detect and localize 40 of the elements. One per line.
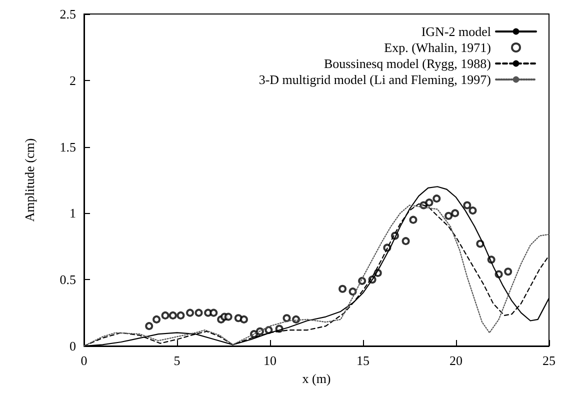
point bbox=[224, 312, 232, 321]
point bbox=[409, 216, 418, 224]
y-axis-title: Amplitude (cm) bbox=[22, 138, 37, 222]
y-tick-label: 0.5 bbox=[60, 272, 76, 288]
x-tick-label: 25 bbox=[542, 353, 556, 368]
x-tick-label: 15 bbox=[356, 353, 370, 368]
point bbox=[194, 308, 203, 317]
x-axis-title: x (m) bbox=[302, 370, 331, 386]
point bbox=[338, 284, 347, 293]
point bbox=[463, 201, 472, 210]
point bbox=[240, 315, 248, 324]
point bbox=[425, 198, 434, 207]
point bbox=[161, 311, 170, 320]
point bbox=[432, 194, 441, 203]
point bbox=[210, 308, 218, 317]
point bbox=[176, 311, 185, 320]
legend-label: Boussinesq model (Rygg, 1988) bbox=[324, 56, 491, 71]
y-tick-label: 0 bbox=[70, 338, 76, 354]
y-tick-label: 2.5 bbox=[60, 6, 76, 22]
x-tick-label: 20 bbox=[450, 353, 462, 368]
x-tick-label: 10 bbox=[264, 353, 276, 368]
point bbox=[451, 209, 460, 218]
point bbox=[168, 311, 177, 320]
legend-label: Exp. (Whalin, 1971) bbox=[384, 40, 491, 55]
point bbox=[444, 212, 453, 220]
legend-label: IGN-2 model bbox=[421, 24, 492, 39]
x-tick-label: 5 bbox=[174, 353, 180, 368]
point bbox=[504, 268, 512, 276]
x-tick-label: 0 bbox=[80, 353, 88, 368]
point bbox=[186, 308, 194, 317]
point bbox=[476, 240, 484, 248]
point bbox=[468, 206, 477, 215]
point bbox=[402, 237, 410, 246]
y-tick-label: 1 bbox=[70, 206, 76, 221]
point bbox=[282, 314, 291, 322]
point bbox=[152, 315, 161, 324]
point bbox=[145, 322, 154, 330]
y-tick-label: 2 bbox=[70, 72, 76, 88]
y-tick-label: 1.5 bbox=[60, 139, 76, 154]
legend-label: 3-D multigrid model (Li and Fleming, 1997) bbox=[258, 72, 491, 87]
